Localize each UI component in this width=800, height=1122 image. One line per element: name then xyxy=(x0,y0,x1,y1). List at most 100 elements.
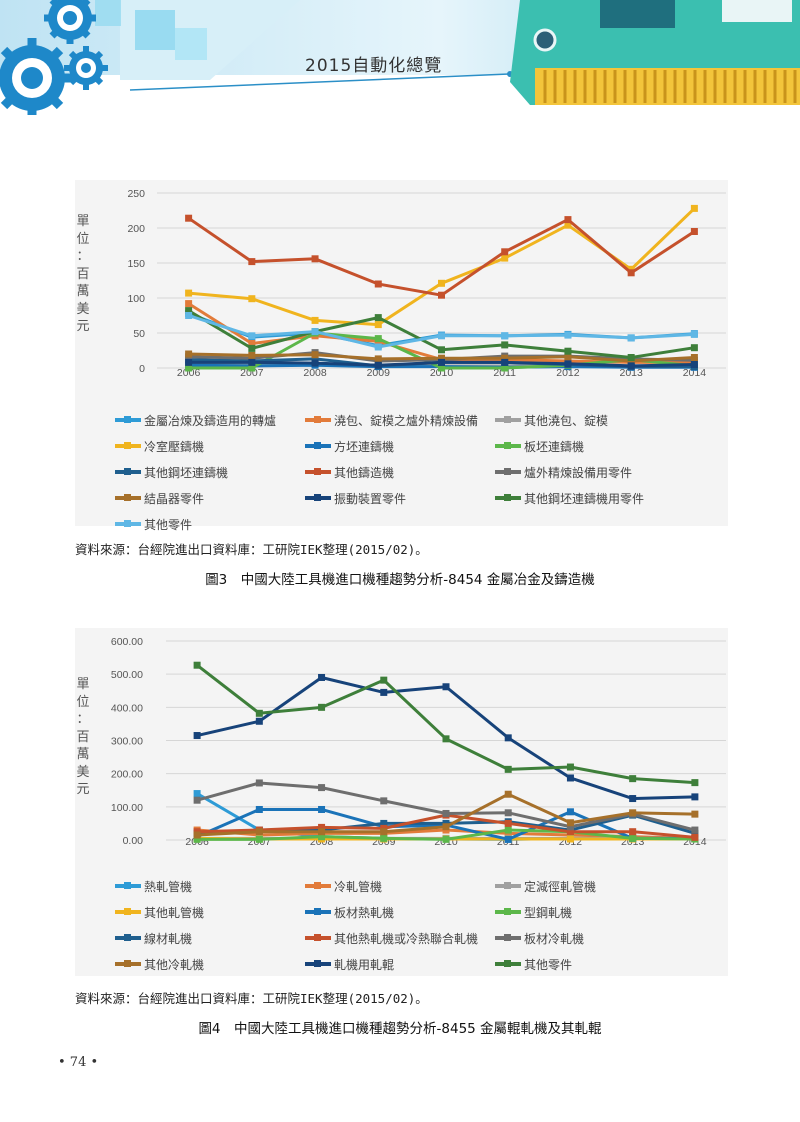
data-point xyxy=(374,355,382,363)
data-point xyxy=(374,280,382,288)
x-tick-label: 2011 xyxy=(493,367,516,379)
data-point xyxy=(193,835,201,843)
data-point xyxy=(566,774,574,782)
legend-swatch xyxy=(495,416,521,423)
data-point xyxy=(442,835,450,843)
data-point xyxy=(691,833,699,841)
data-point xyxy=(690,330,698,338)
legend-item: 其他鑄造機 xyxy=(305,463,394,481)
data-point xyxy=(193,661,201,669)
legend-item: 金屬冶煉及鑄造用的轉爐 xyxy=(115,411,276,429)
data-point xyxy=(248,364,256,372)
data-point xyxy=(255,709,263,717)
data-point xyxy=(255,828,263,836)
data-point xyxy=(564,331,572,339)
data-point xyxy=(311,255,319,263)
data-point xyxy=(438,364,445,372)
data-point xyxy=(255,717,263,725)
figure-caption: 圖4 中國大陸工具機進口機種趨勢分析-8455 金屬輥軋機及其軋輥 xyxy=(198,1021,602,1037)
gear-icon xyxy=(64,46,108,90)
y-tick-label: 400.00 xyxy=(111,702,143,714)
data-point xyxy=(318,823,326,831)
data-point xyxy=(691,793,699,801)
data-point xyxy=(564,360,572,368)
x-tick-label: 2013 xyxy=(619,367,643,379)
legend-item: 板坯連鑄機 xyxy=(495,437,584,455)
data-point xyxy=(311,359,319,367)
data-point xyxy=(193,732,201,740)
data-point xyxy=(318,673,326,681)
series-line xyxy=(196,664,695,785)
data-point xyxy=(374,321,382,329)
data-point xyxy=(442,809,450,817)
data-point xyxy=(311,351,319,359)
data-point xyxy=(690,354,698,361)
legend-item: 其他鋼坯連鑄機用零件 xyxy=(495,489,644,507)
x-tick-label: 2006 xyxy=(177,367,201,379)
x-tick-label: 2007 xyxy=(240,367,264,379)
data-point xyxy=(504,765,512,773)
data-point xyxy=(193,831,201,839)
legend-item: 方坯連鑄機 xyxy=(305,437,394,455)
data-point xyxy=(438,346,445,354)
data-point xyxy=(629,795,637,803)
data-point xyxy=(185,300,193,308)
legend-swatch xyxy=(115,908,141,915)
legend-label: 結晶器零件 xyxy=(144,491,205,506)
legend-label: 其他鋼坯連鑄機 xyxy=(144,465,229,480)
legend-swatch xyxy=(495,934,521,941)
y-tick-label: 100 xyxy=(127,293,145,305)
y-tick-label: 200.00 xyxy=(111,769,143,781)
y-tick-label: 0 xyxy=(139,363,145,375)
legend-swatch xyxy=(305,442,331,449)
legend-label: 其他零件 xyxy=(144,517,193,532)
data-point xyxy=(185,289,193,297)
data-point xyxy=(566,835,574,843)
data-point xyxy=(185,364,193,372)
y-tick-label: 100.00 xyxy=(111,802,143,814)
legend-label: 線材軋機 xyxy=(144,931,193,946)
legend-swatch xyxy=(305,960,331,967)
figure-caption: 圖3 中國大陸工具機進口機種趨勢分析-8454 金屬冶金及鑄造機 xyxy=(205,572,595,588)
data-point xyxy=(248,340,256,347)
legend-item: 線材軋機 xyxy=(115,929,192,947)
figure-4-chart: 0.00 100.00 200.00 300.00 400.00 500.00 600.00… xyxy=(75,628,728,976)
data-point xyxy=(629,828,637,836)
data-point xyxy=(691,779,699,787)
data-point xyxy=(566,763,574,771)
data-point xyxy=(380,819,388,827)
data-point xyxy=(380,828,388,836)
data-point xyxy=(438,279,445,287)
data-point xyxy=(691,810,699,818)
legend-item: 熱軋管機 xyxy=(115,877,192,895)
data-point xyxy=(185,312,193,319)
data-point xyxy=(318,805,326,813)
legend-swatch xyxy=(495,494,521,501)
data-point xyxy=(627,334,635,342)
y-tick-label: 300.00 xyxy=(111,736,143,748)
data-point xyxy=(504,734,512,742)
data-point xyxy=(566,828,574,836)
data-point xyxy=(248,295,256,303)
data-point xyxy=(318,703,326,711)
line-chart-8455: 0.00 100.00 200.00 300.00 400.00 500.00 600.00… xyxy=(111,636,726,848)
page-header-banner: 2015自動化總覽 xyxy=(0,0,800,118)
legend-swatch xyxy=(115,882,141,889)
y-tick-label: 250 xyxy=(127,188,145,200)
data-point xyxy=(248,358,256,366)
header-decoration xyxy=(0,0,800,118)
legend-item: 板材冷軋機 xyxy=(495,929,584,947)
x-tick-label: 2010 xyxy=(430,367,454,379)
legend-label: 板材熱軋機 xyxy=(334,905,395,920)
data-point xyxy=(311,328,319,336)
legend-swatch xyxy=(115,934,141,941)
data-point xyxy=(501,254,509,262)
y-tick-label: 500.00 xyxy=(111,669,143,681)
data-point xyxy=(185,350,193,358)
data-point xyxy=(318,828,326,836)
data-point xyxy=(380,797,388,805)
data-point xyxy=(193,796,201,804)
legend-label: 軋機用軋輥 xyxy=(334,957,395,972)
legend-swatch xyxy=(305,416,331,423)
data-point xyxy=(374,314,382,322)
